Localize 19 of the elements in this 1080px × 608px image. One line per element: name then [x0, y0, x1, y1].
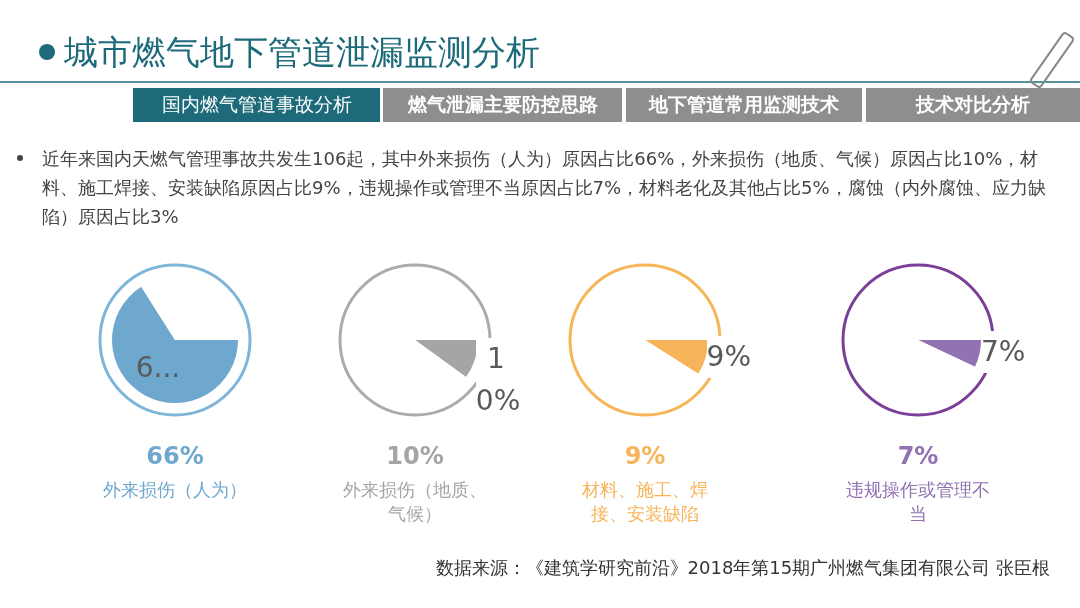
text: 9%	[623, 442, 667, 470]
text: 燃气泄漏主要防控思路	[406, 92, 599, 117]
text: 10%	[385, 442, 445, 470]
text: 7%	[896, 442, 940, 470]
text: 技术对比分析	[914, 92, 1031, 117]
text: 外来损伤（地质、气候）	[342, 478, 488, 526]
source-note: 数据来源：《建筑学研究前沿》2018年第15期广州燃气集团有限公司 张臣根	[434, 556, 1050, 580]
text: 近年来国内天燃气管理事故共发生106起，其中外来损伤（人为）原因占比66%，外来损伤（地质、气候）原因占比10%，材料、施工焊接、安装缺陷原因占比9%，违规操作或管理不当原因占比7%，材料老化及其他占比5%，腐蚀（内外腐蚀、应力缺陷）原因占比3%	[42, 147, 1047, 229]
text: 违规操作或管理不当	[845, 478, 991, 526]
data-label: 10%	[475, 341, 521, 420]
data-label: 9%	[706, 338, 752, 375]
text: 地下管道常用监测技术	[647, 92, 840, 117]
data-label: 6...	[135, 350, 181, 387]
data-label: 7%	[980, 333, 1026, 370]
text: 城市燃气地下管道泄漏监测分析	[64, 31, 540, 74]
text: 66%	[145, 442, 205, 470]
text: 国内燃气管道事故分析	[160, 92, 353, 117]
text: 外来损伤（人为）	[102, 478, 248, 502]
text: 材料、施工、焊接、安装缺陷	[581, 478, 709, 526]
